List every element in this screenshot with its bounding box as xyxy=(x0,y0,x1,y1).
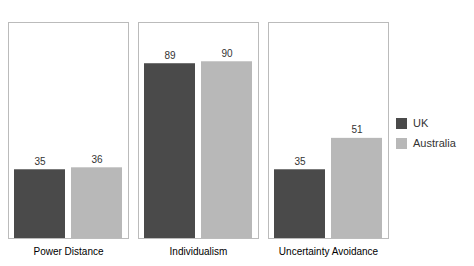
svg-text:Uncertainty Avoidance: Uncertainty Avoidance xyxy=(279,246,379,257)
html-text:Australia: Australia xyxy=(413,137,456,149)
svg-text:89: 89 xyxy=(164,50,176,61)
svg-text:51: 51 xyxy=(351,124,363,135)
html-text:UK: UK xyxy=(413,117,429,129)
svg-text:90: 90 xyxy=(221,48,233,59)
svg-text:35: 35 xyxy=(34,156,46,167)
svg-text:Individualism: Individualism xyxy=(170,246,228,257)
svg-text:36: 36 xyxy=(91,154,103,165)
svg-text:Power Distance: Power Distance xyxy=(33,246,103,257)
svg-text:35: 35 xyxy=(294,156,306,167)
